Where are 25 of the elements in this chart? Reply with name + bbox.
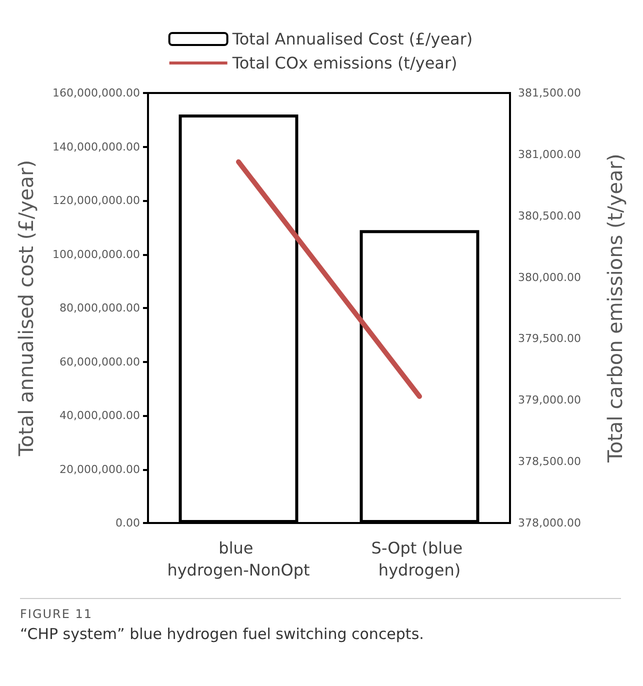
y-tick-label: 60,000,000.00 bbox=[60, 355, 140, 368]
y-tick-label: 140,000,000.00 bbox=[52, 140, 140, 154]
caption: FIGURE 11 bbox=[20, 607, 94, 621]
y-tick-label: 20,000,000.00 bbox=[60, 462, 140, 476]
y2-tick-label: 379,500.00 bbox=[518, 332, 581, 346]
y2-tick-label: 380,500.00 bbox=[518, 209, 581, 222]
y-axis-title: Total annualised cost (£/year) bbox=[14, 160, 38, 458]
x-tick-label: S-Opt (blue hydrogen) bbox=[371, 538, 468, 580]
y2-tick-label: 380,000.00 bbox=[518, 270, 581, 284]
y-tick-label: 0.00 bbox=[116, 516, 140, 530]
x-tick-label: blue hydrogen-NonOpt bbox=[167, 538, 310, 580]
legend-label: Total COx emissions (t/year) bbox=[231, 54, 458, 72]
y-tick-label: 40,000,000.00 bbox=[60, 409, 140, 422]
y2-tick-label: 378,000.00 bbox=[518, 516, 581, 530]
y-tick-label: 160,000,000.00 bbox=[52, 86, 140, 100]
y2-axis-title: Total carbon emissions (t/year) bbox=[603, 154, 627, 464]
y-tick-label: 80,000,000.00 bbox=[60, 302, 140, 314]
text: “CHP system” blue hydrogen fuel switching concepts. bbox=[20, 625, 425, 643]
y2-tick-label: 378,500.00 bbox=[518, 455, 581, 468]
legend-label: Total Annualised Cost (£/year) bbox=[231, 30, 473, 48]
y2-tick-label: 381,000.00 bbox=[518, 148, 581, 161]
y2-tick-label: 379,000.00 bbox=[518, 394, 581, 407]
y-tick-label: 100,000,000.00 bbox=[52, 248, 140, 261]
y2-tick-label: 381,500.00 bbox=[518, 86, 581, 100]
y-tick-label: 120,000,000.00 bbox=[52, 194, 140, 207]
